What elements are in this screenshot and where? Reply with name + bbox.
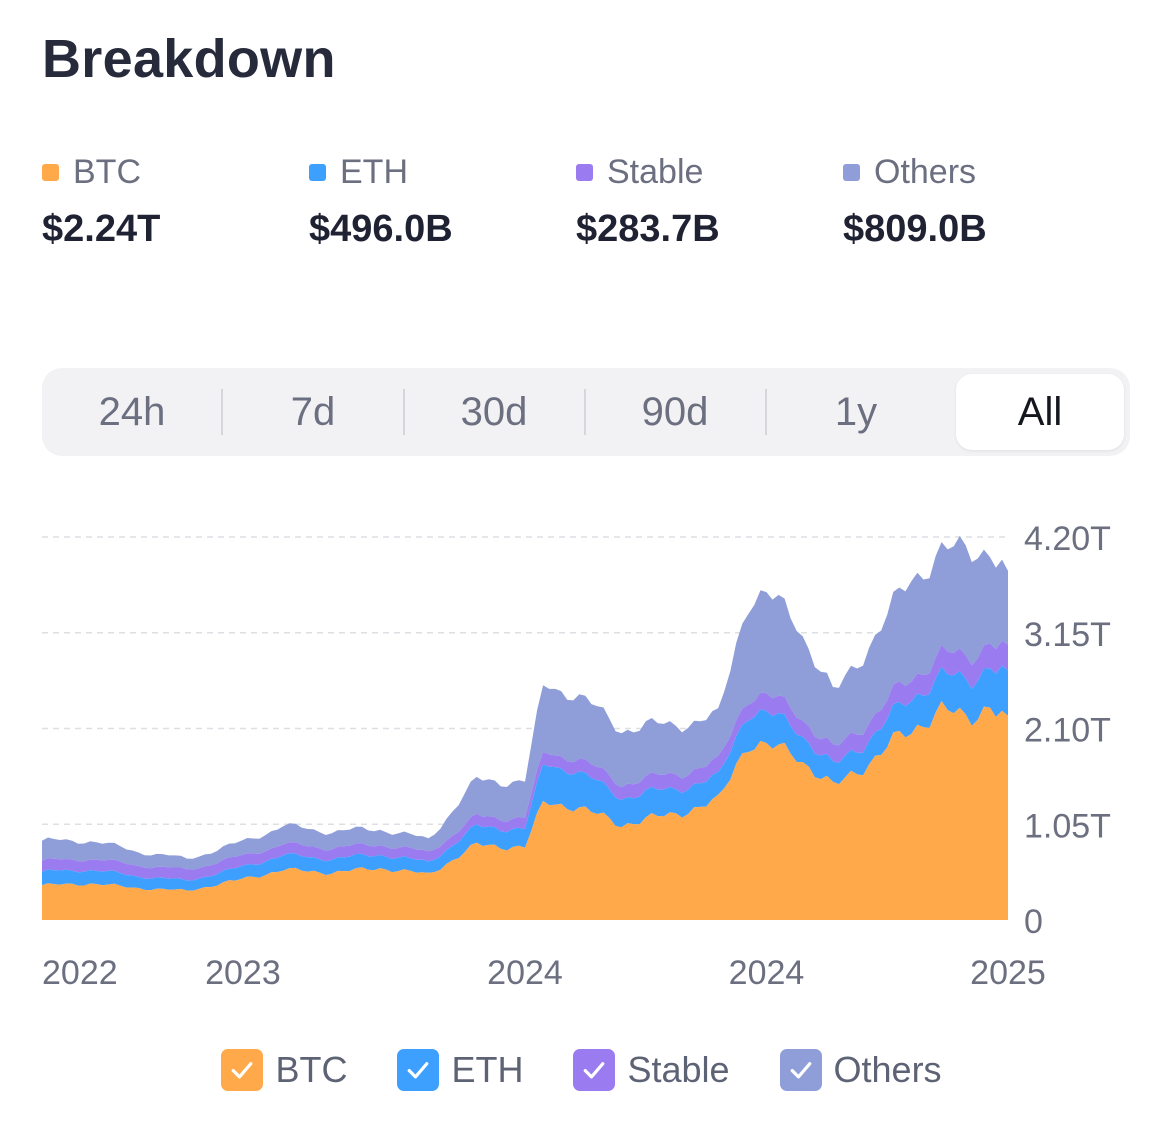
y-axis-ticks: 0 1.05T 2.10T 3.15T 4.20T (1024, 520, 1111, 941)
x-tick-label: 2024 (487, 954, 563, 992)
stat-value: $283.7B (576, 208, 720, 250)
tab-7d[interactable]: 7d (290, 389, 336, 434)
stat-label: BTC (73, 152, 141, 191)
stat-value: $2.24T (42, 208, 161, 250)
legend-label: BTC (275, 1049, 348, 1090)
btc-color-swatch (42, 163, 59, 181)
tab-divider (584, 389, 586, 435)
stat-label: Others (874, 152, 977, 191)
area-btc (42, 701, 1008, 920)
check-icon (408, 1062, 429, 1079)
stat-stable: Stable $283.7B (576, 150, 720, 251)
legend-checkbox[interactable] (573, 1049, 616, 1091)
tab-1y[interactable]: 1y (834, 389, 878, 434)
tab-30d[interactable]: 30d (460, 389, 528, 434)
area-series (42, 536, 1008, 920)
legend-item-eth[interactable]: ETH (397, 1049, 523, 1091)
area-eth (42, 665, 1008, 891)
x-tick-label: 2023 (205, 954, 281, 992)
tab-divider (221, 389, 223, 435)
tab-all[interactable]: All (956, 374, 1124, 450)
stable-color-swatch (576, 163, 593, 181)
check-icon (584, 1062, 605, 1079)
eth-color-swatch (309, 163, 326, 181)
others-color-swatch (843, 163, 860, 181)
y-tick-label: 0 (1024, 903, 1043, 941)
area-others (42, 536, 1008, 870)
stat-btc: BTC $2.24T (42, 150, 160, 251)
legend-label: ETH (451, 1049, 524, 1090)
stat-others: Others $809.0B (843, 150, 987, 251)
legend-label: Stable (627, 1049, 730, 1090)
legend-item-others[interactable]: Others (779, 1049, 942, 1091)
tab-divider (403, 389, 405, 435)
stat-label: ETH (340, 152, 408, 191)
check-icon (790, 1062, 811, 1079)
x-axis-ticks: 2022 2023 2024 2024 2025 (42, 954, 1046, 992)
y-tick-label: 1.05T (1024, 807, 1111, 845)
stat-value: $496.0B (309, 208, 453, 250)
chart-legend: BTC ETH Stable Others (0, 1040, 1163, 1100)
y-tick-label: 4.20T (1024, 520, 1111, 558)
stat-value: $809.0B (843, 208, 987, 250)
legend-item-stable[interactable]: Stable (573, 1049, 730, 1091)
tab-90d[interactable]: 90d (641, 389, 709, 434)
x-tick-label: 2022 (42, 954, 118, 992)
y-tick-label: 3.15T (1024, 616, 1111, 654)
legend-checkbox[interactable] (779, 1049, 822, 1091)
stats-summary: BTC $2.24T ETH $496.0B Stable $283.7B Ot… (42, 150, 1142, 260)
time-range-tabs: 24h 7d 30d 90d 1y All (42, 368, 1130, 456)
tab-divider (765, 389, 767, 435)
stat-label: Stable (607, 152, 704, 191)
check-icon (232, 1062, 253, 1079)
tab-24h[interactable]: 24h (98, 389, 166, 434)
x-tick-label: 2025 (970, 954, 1046, 992)
area-stable (42, 640, 1008, 881)
legend-label: Others (833, 1049, 942, 1090)
legend-item-btc[interactable]: BTC (221, 1049, 347, 1091)
y-tick-label: 2.10T (1024, 712, 1111, 750)
x-tick-label: 2024 (729, 954, 805, 992)
legend-checkbox[interactable] (397, 1049, 440, 1091)
stat-eth: ETH $496.0B (309, 150, 453, 251)
page-title: Breakdown (42, 29, 336, 89)
legend-checkbox[interactable] (221, 1049, 264, 1091)
